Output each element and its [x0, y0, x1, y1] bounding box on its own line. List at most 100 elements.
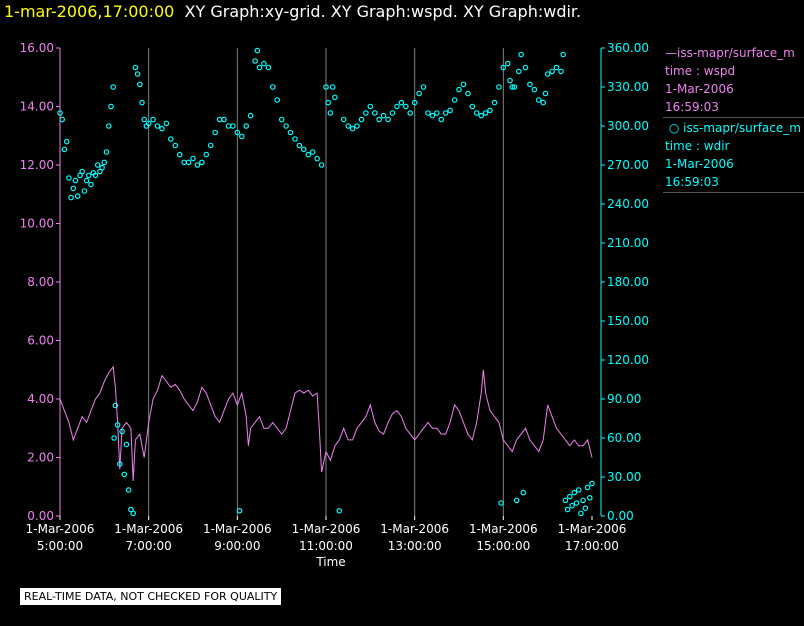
wdir-point — [367, 103, 374, 110]
wdir-point — [522, 64, 529, 71]
wdir-point — [292, 136, 298, 142]
wdir-point — [586, 494, 593, 501]
wdir-point — [305, 151, 312, 158]
wdir-point — [63, 138, 70, 145]
wdir-point — [283, 123, 289, 129]
wdir-point — [74, 193, 81, 200]
x-tick-date: 1-Mar-2006 — [469, 522, 538, 536]
wdir-point — [540, 99, 547, 106]
wdir-point — [553, 64, 560, 71]
wdir-point — [300, 146, 307, 153]
wdir-point — [511, 84, 518, 90]
wdir-point — [349, 125, 356, 132]
wdir-point — [465, 90, 471, 97]
wdir-point — [256, 64, 263, 71]
y-left-tick-label: 2.00 — [27, 451, 54, 465]
wdir-point — [584, 484, 591, 491]
legend-wdir-time: 16:59:03 — [665, 175, 719, 189]
wdir-point — [194, 162, 201, 168]
wdir-point — [389, 110, 396, 116]
wdir-point — [573, 500, 580, 506]
legend: —iss-mapr/surface_m time : wspd 1-Mar-20… — [663, 44, 804, 194]
y-right-tick-label: 330.00 — [607, 80, 649, 94]
wdir-point — [498, 500, 504, 506]
wdir-point — [88, 181, 94, 188]
wdir-point — [150, 116, 156, 123]
wdir-point — [425, 110, 431, 116]
wdir-point — [145, 120, 152, 127]
wdir-point — [57, 110, 63, 116]
wdir-point — [560, 51, 567, 58]
wdir-point — [114, 422, 121, 428]
wdir-point — [394, 103, 400, 110]
wdir-point — [569, 502, 575, 509]
wdir-point — [199, 159, 205, 166]
wdir-point — [185, 159, 192, 166]
wdir-point — [507, 77, 513, 84]
y-right-tick-label: 60.00 — [607, 431, 641, 445]
wdir-point — [318, 162, 325, 168]
wdir-point — [558, 68, 564, 75]
wdir-point — [544, 71, 551, 77]
wdir-point — [203, 151, 210, 158]
wdir-point — [81, 188, 88, 194]
wdir-point — [336, 507, 343, 514]
wdir-point — [176, 151, 183, 158]
wdir-point — [314, 155, 320, 162]
wdir-point — [154, 123, 161, 129]
wdir-point — [513, 497, 520, 504]
wdir-point — [515, 68, 522, 75]
wdir-point — [564, 506, 571, 513]
wdir-point — [159, 125, 165, 132]
wdir-point — [99, 164, 105, 171]
wdir-point — [123, 441, 130, 448]
wdir-point — [61, 146, 68, 153]
y-left-tick-label: 0.00 — [27, 509, 54, 523]
wdir-point — [323, 84, 329, 90]
wdir-point — [518, 51, 524, 58]
axes-layer: 1-Mar-2006 5:00:00 1-Mar-2006 7:00:00 1-Mar-… — [20, 41, 649, 553]
x-tick-date: 1-Mar-2006 — [26, 522, 95, 536]
wdir-point — [86, 172, 92, 179]
y-left-tick-label: 4.00 — [27, 392, 54, 406]
legend-wspd-date: 1-Mar-2006 — [665, 82, 734, 96]
wdir-point — [442, 110, 449, 116]
wdir-point — [354, 123, 360, 129]
wdir-point — [128, 506, 134, 513]
wdir-point — [121, 471, 128, 478]
wdir-point — [239, 133, 245, 140]
wdir-point — [473, 110, 480, 116]
wdir-point — [562, 497, 569, 504]
legend-wdir-var: time : wdir — [665, 139, 730, 153]
x-tick-time: 5:00:00 — [37, 539, 83, 553]
wdir-point — [274, 97, 281, 103]
wdir-point — [101, 159, 108, 166]
wdir-point — [566, 493, 573, 500]
wdir-point — [230, 123, 236, 129]
wdir-point — [108, 103, 114, 110]
wdir-point — [325, 99, 332, 106]
y-left-tick-label: 10.00 — [20, 217, 54, 231]
wdir-point — [236, 507, 243, 514]
x-axis-label: Time — [315, 555, 345, 569]
wdir-point — [269, 84, 276, 90]
y-right-tick-label: 360.00 — [607, 41, 649, 55]
wdir-point — [119, 428, 125, 435]
wdir-point — [207, 142, 214, 149]
timestamp-label: 1-mar-2006,17:00:00 — [4, 2, 175, 21]
wdir-point — [59, 116, 66, 123]
wdir-point — [580, 497, 586, 504]
wdir-point — [340, 116, 347, 123]
wdir-point — [106, 123, 112, 129]
y-left-tick-label: 12.00 — [20, 158, 54, 172]
legend-wspd-time: 16:59:03 — [665, 100, 719, 114]
legend-wdir-date: 1-Mar-2006 — [665, 157, 734, 171]
y-right-tick-label: 300.00 — [607, 119, 649, 133]
wdir-point — [420, 84, 427, 90]
wdir-point — [549, 68, 555, 75]
wdir-point — [456, 86, 462, 93]
wdir-point — [478, 112, 485, 119]
x-tick-date: 1-Mar-2006 — [203, 522, 272, 536]
x-tick-time: 15:00:00 — [476, 539, 530, 553]
